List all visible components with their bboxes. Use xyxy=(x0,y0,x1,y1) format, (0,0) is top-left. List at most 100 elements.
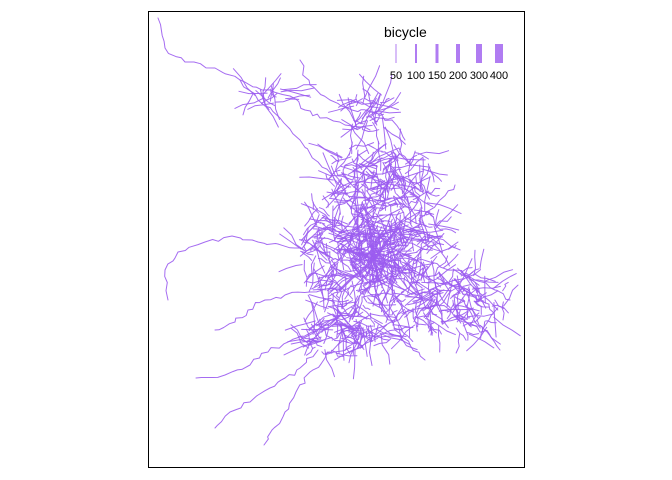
mesh-south-68 xyxy=(333,311,358,317)
mesh-north-98 xyxy=(376,180,386,188)
mesh-east-97 xyxy=(450,287,465,299)
mesh-east-27 xyxy=(475,295,482,315)
mesh-north-114 xyxy=(359,163,378,167)
mesh-south-40 xyxy=(305,328,314,349)
mesh-east-87 xyxy=(455,318,478,328)
mesh-core-69 xyxy=(361,183,388,201)
mesh-core-116 xyxy=(335,289,340,299)
mesh-south-69 xyxy=(334,321,345,325)
mesh-far-north-17 xyxy=(379,97,390,104)
mesh-north-94 xyxy=(405,154,418,165)
mesh-core-189 xyxy=(397,210,423,225)
mesh-core-338 xyxy=(399,214,403,246)
corridor-1 xyxy=(343,248,400,270)
corridor-0 xyxy=(338,226,400,292)
mesh-south-46 xyxy=(354,320,363,331)
mesh-center-5 xyxy=(390,205,397,228)
mesh-center-148 xyxy=(387,240,400,245)
mesh-north-107 xyxy=(419,157,424,192)
mesh-core-243 xyxy=(381,202,398,207)
route-0 xyxy=(157,17,371,131)
mesh-south-66 xyxy=(351,295,359,320)
mesh-south-74 xyxy=(365,325,368,338)
mesh-core-325 xyxy=(400,328,414,342)
mesh-east-66 xyxy=(457,267,480,293)
mesh-south-17 xyxy=(360,327,365,339)
mesh-core-26 xyxy=(302,222,318,236)
mesh-north-99 xyxy=(421,168,448,176)
mesh-south-35 xyxy=(367,334,401,338)
mesh-north-59 xyxy=(352,201,358,213)
mesh-core-23 xyxy=(388,310,398,316)
mesh-east-72 xyxy=(474,273,496,282)
mesh-north-16 xyxy=(348,142,375,150)
mesh-nw-0 xyxy=(283,84,317,91)
mesh-south-59 xyxy=(341,330,345,361)
mesh-north-109 xyxy=(361,165,377,170)
mesh-core-133 xyxy=(405,221,413,228)
mesh-north-23 xyxy=(419,164,425,192)
mesh-east-92 xyxy=(440,318,468,323)
mesh-east-82 xyxy=(482,307,499,330)
mesh-north-117 xyxy=(344,190,361,195)
mesh-center-113 xyxy=(365,221,387,244)
mesh-east-68 xyxy=(462,322,469,341)
mesh-nw-11 xyxy=(232,68,256,96)
mesh-far-north-16 xyxy=(359,73,382,96)
mesh-core-50 xyxy=(300,203,320,214)
mesh-core-413 xyxy=(313,268,325,300)
mesh-north-55 xyxy=(348,195,384,203)
mesh-core-300 xyxy=(392,305,404,326)
mesh-east-15 xyxy=(431,260,439,292)
mesh-far-north-20 xyxy=(382,74,393,103)
mesh-far-north-2 xyxy=(364,65,381,98)
mesh-north-96 xyxy=(375,181,380,196)
mesh-core-1 xyxy=(362,170,366,199)
mesh-core-234 xyxy=(361,286,369,295)
legend-swatches xyxy=(395,44,503,63)
mesh-core-366 xyxy=(406,228,434,237)
mesh-south-43 xyxy=(304,337,315,356)
mesh-core-165 xyxy=(421,281,447,285)
mesh-center-146 xyxy=(340,261,352,272)
mesh-core-102 xyxy=(330,264,342,276)
mesh-center-122 xyxy=(373,244,409,252)
mesh-north-63 xyxy=(383,126,406,145)
mesh-east-51 xyxy=(462,293,490,305)
mesh-south-61 xyxy=(310,323,322,340)
map-frame xyxy=(148,11,525,468)
mesh-north-78 xyxy=(404,156,424,175)
mesh-core-388 xyxy=(316,273,348,280)
mesh-core-293 xyxy=(312,202,332,223)
legend-label-200: 200 xyxy=(448,70,468,82)
mesh-east-65 xyxy=(432,288,451,309)
mesh-far-north-32 xyxy=(340,102,353,112)
mesh-core-321 xyxy=(426,211,441,231)
mesh-south-65 xyxy=(324,347,352,356)
mesh-east-42 xyxy=(406,288,425,296)
mesh-core-130 xyxy=(341,215,344,231)
mesh-south-72 xyxy=(290,324,310,346)
mesh-nw-19 xyxy=(242,94,254,116)
mesh-core-24 xyxy=(435,209,440,227)
mesh-east-35 xyxy=(455,333,461,354)
mesh-north-58 xyxy=(397,184,423,193)
route-1 xyxy=(164,235,331,301)
mesh-core-318 xyxy=(329,262,338,290)
mesh-north-108 xyxy=(426,191,440,197)
mesh-north-83 xyxy=(384,157,392,194)
legend-label-50: 50 xyxy=(389,70,403,82)
mesh-core-375 xyxy=(420,207,429,243)
mesh-center-104 xyxy=(372,261,385,281)
mesh-core-282 xyxy=(440,228,457,234)
mesh-far-north-30 xyxy=(372,121,380,145)
mesh-east-78 xyxy=(475,290,499,303)
mesh-south-79 xyxy=(330,293,350,317)
mesh-nw-16 xyxy=(262,77,267,101)
mesh-core-412 xyxy=(391,210,400,225)
mesh-east-43 xyxy=(415,288,423,315)
mesh-north-67 xyxy=(317,143,343,158)
mesh-north-54 xyxy=(356,157,359,194)
mesh-nw-1 xyxy=(260,89,270,110)
mesh-east-98 xyxy=(434,255,449,277)
